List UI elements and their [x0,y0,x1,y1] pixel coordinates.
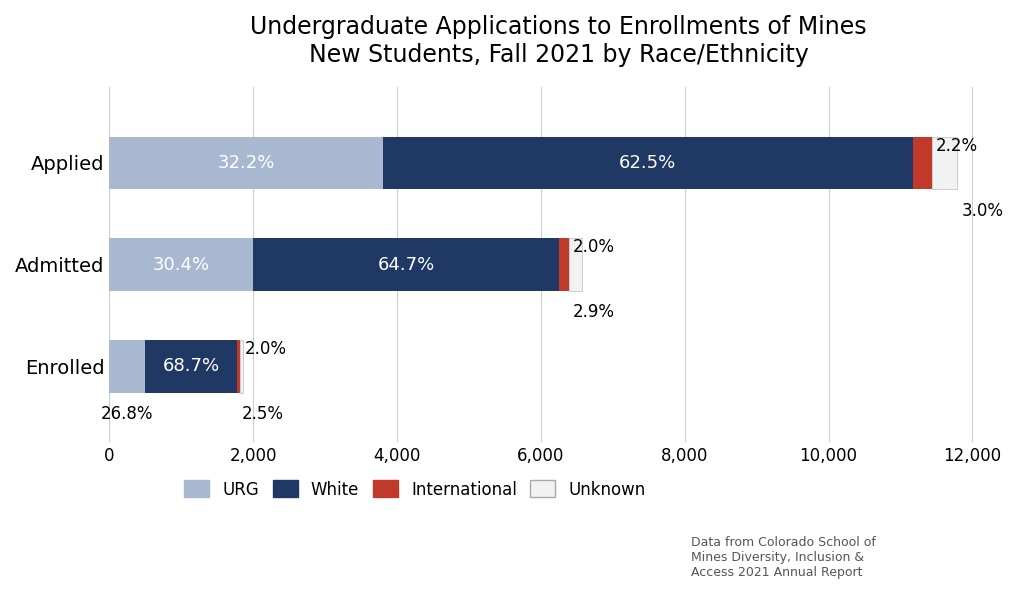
Bar [559,238,568,291]
Bar [913,137,932,189]
Bar [238,340,240,393]
Bar [110,137,383,189]
Bar [240,340,244,393]
Bar [383,137,913,189]
Legend: URG, White, International, Unknown: URG, White, International, Unknown [177,473,652,505]
Text: Data from Colorado School of
Mines Diversity, Inclusion &
Access 2021 Annual Rep: Data from Colorado School of Mines Diver… [691,536,877,579]
Text: 62.5%: 62.5% [620,154,677,172]
Bar [110,340,145,393]
Text: 2.2%: 2.2% [936,137,978,154]
Title: Undergraduate Applications to Enrollments of Mines
New Students, Fall 2021 by Ra: Undergraduate Applications to Enrollment… [251,15,867,67]
Text: 2.5%: 2.5% [242,405,284,423]
Bar [932,137,957,189]
Text: 26.8%: 26.8% [101,405,154,423]
Bar [110,238,253,291]
Text: 30.4%: 30.4% [153,255,210,274]
Bar [568,238,583,291]
Text: 2.9%: 2.9% [573,303,615,321]
Bar [145,340,238,393]
Text: 64.7%: 64.7% [378,255,435,274]
Text: 68.7%: 68.7% [163,357,220,375]
Text: 2.0%: 2.0% [573,238,615,257]
Text: 3.0%: 3.0% [962,201,1004,220]
Text: 32.2%: 32.2% [217,154,274,172]
Text: 2.0%: 2.0% [245,340,287,358]
Bar [253,238,559,291]
